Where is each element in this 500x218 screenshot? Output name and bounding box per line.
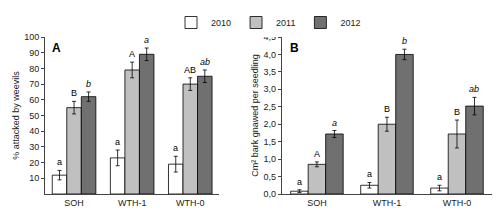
svg-text:WTH-0: WTH-0: [176, 198, 205, 208]
svg-text:a: a: [144, 35, 149, 45]
svg-text:A: A: [314, 149, 320, 159]
svg-text:60: 60: [29, 95, 39, 105]
svg-text:2010: 2010: [211, 18, 231, 28]
svg-text:SOH: SOH: [64, 198, 84, 208]
svg-text:1,5: 1,5: [264, 137, 277, 147]
svg-text:2012: 2012: [340, 18, 360, 28]
svg-text:100: 100: [24, 32, 39, 42]
svg-text:B: B: [384, 104, 390, 114]
svg-text:3,5: 3,5: [264, 67, 277, 77]
svg-text:20: 20: [29, 158, 39, 168]
svg-text:a: a: [115, 137, 120, 147]
svg-text:a: a: [367, 169, 372, 179]
svg-text:AB: AB: [184, 65, 196, 75]
svg-text:SOH: SOH: [307, 198, 327, 208]
svg-text:90: 90: [29, 48, 39, 58]
svg-text:30: 30: [29, 142, 39, 152]
svg-text:A: A: [129, 49, 135, 59]
svg-text:2,0: 2,0: [264, 119, 277, 129]
svg-text:WTH-1: WTH-1: [373, 198, 402, 208]
svg-text:a: a: [297, 177, 302, 187]
svg-text:% attacked by weevils: % attacked by weevils: [11, 71, 21, 160]
svg-text:4,0: 4,0: [264, 50, 277, 60]
svg-text:WTH-1: WTH-1: [118, 198, 147, 208]
svg-text:2,5: 2,5: [264, 102, 277, 112]
svg-text:ab: ab: [469, 84, 479, 94]
svg-text:a: a: [173, 143, 178, 153]
svg-text:B: B: [454, 107, 460, 117]
svg-text:50: 50: [29, 111, 39, 121]
svg-text:0,0: 0,0: [264, 189, 277, 199]
svg-text:B: B: [71, 88, 77, 98]
svg-text:40: 40: [29, 126, 39, 136]
svg-text:80: 80: [29, 64, 39, 74]
svg-text:b: b: [402, 36, 407, 46]
svg-text:B: B: [290, 41, 299, 55]
svg-text:ab: ab: [200, 57, 210, 67]
svg-text:A: A: [52, 41, 61, 55]
svg-text:b: b: [86, 79, 91, 89]
svg-text:0,5: 0,5: [264, 172, 277, 182]
svg-text:2011: 2011: [276, 18, 295, 28]
svg-text:4,5: 4,5: [263, 32, 277, 43]
svg-text:1,0: 1,0: [264, 154, 277, 164]
svg-text:70: 70: [29, 79, 39, 89]
svg-text:a: a: [437, 172, 442, 182]
svg-text:WTH-0: WTH-0: [443, 198, 472, 208]
svg-text:Cm² bark gnawed per seedling: Cm² bark gnawed per seedling: [250, 54, 260, 177]
svg-text:a: a: [57, 157, 62, 167]
svg-text:3,0: 3,0: [264, 84, 277, 94]
svg-text:10: 10: [29, 173, 39, 183]
svg-text:a: a: [332, 118, 337, 128]
